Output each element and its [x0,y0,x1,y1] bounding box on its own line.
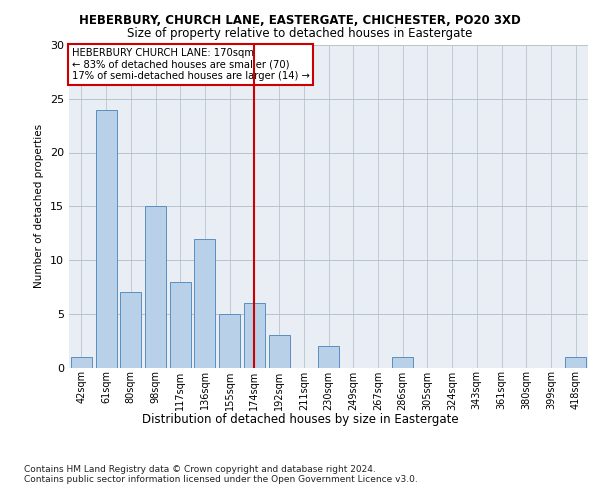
Text: Distribution of detached houses by size in Eastergate: Distribution of detached houses by size … [142,412,458,426]
Bar [170,282,191,368]
Bar [71,357,92,368]
Bar [269,335,290,368]
Bar [145,206,166,368]
Bar [194,238,215,368]
Bar [565,357,586,368]
Bar [95,110,116,368]
Text: HEBERBURY CHURCH LANE: 170sqm
← 83% of detached houses are smaller (70)
17% of s: HEBERBURY CHURCH LANE: 170sqm ← 83% of d… [71,48,310,82]
Text: Size of property relative to detached houses in Eastergate: Size of property relative to detached ho… [127,28,473,40]
Bar [392,357,413,368]
Bar [244,303,265,368]
Y-axis label: Number of detached properties: Number of detached properties [34,124,44,288]
Text: Contains HM Land Registry data © Crown copyright and database right 2024.
Contai: Contains HM Land Registry data © Crown c… [24,465,418,484]
Text: HEBERBURY, CHURCH LANE, EASTERGATE, CHICHESTER, PO20 3XD: HEBERBURY, CHURCH LANE, EASTERGATE, CHIC… [79,14,521,27]
Bar [219,314,240,368]
Bar [318,346,339,368]
Bar [120,292,141,368]
